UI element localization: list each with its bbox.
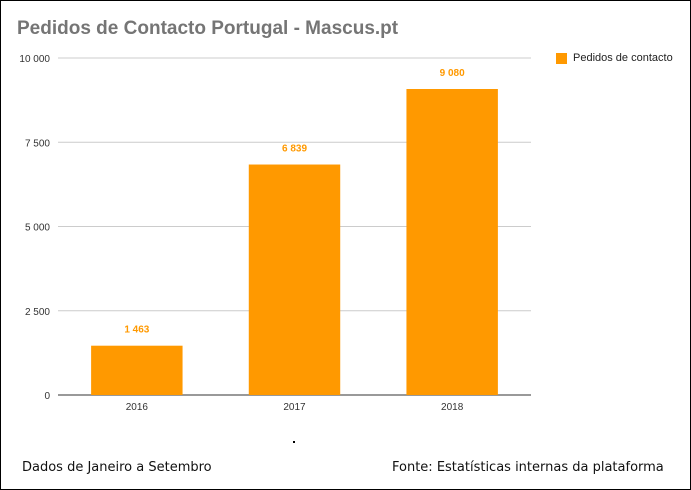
data-label: 6 839 [282, 144, 307, 155]
y-tick-label: 2 500 [25, 307, 50, 318]
bar [91, 345, 183, 395]
stray-dot [293, 441, 295, 443]
footer-source: Fonte: Estatísticas internas da platafor… [392, 460, 664, 475]
bar [406, 89, 498, 395]
x-tick-label: 2018 [441, 402, 464, 413]
bar [248, 164, 341, 395]
bar-chart: 0 2 500 5 000 7 500 10 000 1 463 2016 6 839 2017… [19, 54, 531, 413]
y-tick-label: 5 000 [25, 223, 50, 234]
legend-swatch [556, 52, 567, 64]
legend-label: Pedidos de contacto [573, 52, 673, 64]
chart-title: Pedidos de Contacto Portugal - Mascus.pt [17, 18, 399, 39]
y-tick-label: 10 000 [19, 54, 50, 65]
y-tick-label: 0 [44, 391, 50, 402]
x-tick-label: 2017 [283, 402, 306, 413]
data-label: 1 463 [124, 325, 149, 336]
y-tick-label: 7 500 [25, 138, 50, 149]
footer-note: Dados de Janeiro a Setembro [22, 460, 212, 475]
data-label: 9 080 [440, 68, 465, 79]
chart-legend: Pedidos de contacto [556, 52, 673, 64]
x-tick-label: 2016 [126, 402, 149, 413]
